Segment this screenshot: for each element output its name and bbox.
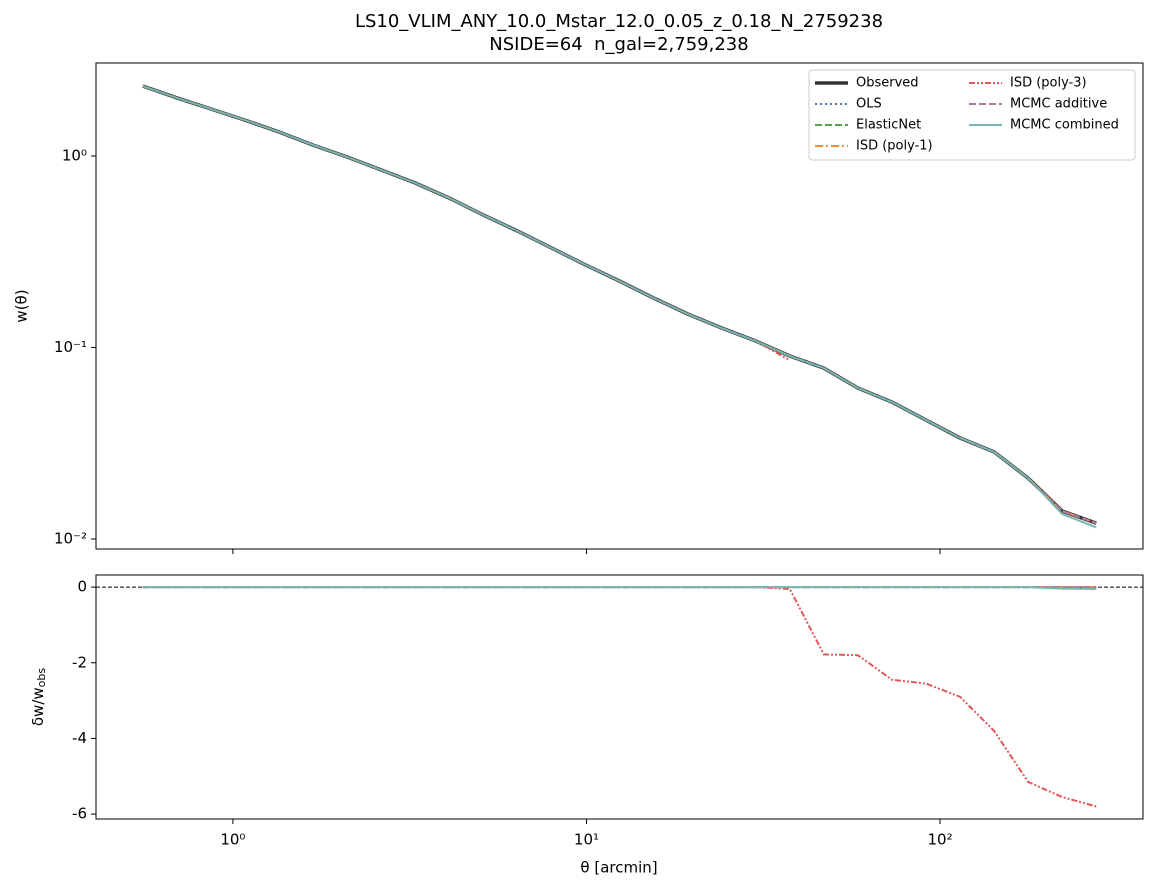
- y-axis-label: δw/wobs: [29, 668, 49, 726]
- x-tick-label: 10¹: [574, 831, 599, 849]
- y-tick-label: -4: [72, 729, 87, 747]
- axes-frame: [95, 62, 1144, 550]
- x-tick-label: 10⁰: [220, 831, 245, 849]
- chart-title: LS10_VLIM_ANY_10.0_Mstar_12.0_0.05_z_0.1…: [355, 11, 883, 32]
- y-tick-label: 0: [77, 578, 87, 596]
- series-line: [142, 85, 791, 362]
- y-tick-label: 10⁰: [62, 147, 87, 165]
- plot-area: [142, 84, 1097, 529]
- series-line: [142, 586, 1097, 590]
- y-tick-label: 10⁻¹: [54, 338, 87, 356]
- plot-area: [96, 586, 1143, 808]
- y-axis-label-sub: obs: [35, 668, 48, 688]
- legend-label: ISD (poly-1): [856, 139, 933, 154]
- y-tick-label: 10⁻²: [54, 530, 87, 548]
- y-axis-label: w(θ): [13, 289, 31, 322]
- legend-label: MCMC combined: [1010, 118, 1119, 133]
- axes-frame: [95, 574, 1144, 820]
- series-line: [142, 85, 1097, 529]
- legend-label: MCMC additive: [1010, 97, 1107, 112]
- y-axis-label-main: δw/w: [29, 687, 47, 726]
- x-tick-label: 10²: [927, 831, 952, 849]
- legend-label: ISD (poly-3): [1010, 76, 1087, 91]
- legend-label: OLS: [856, 97, 882, 112]
- chart-subtitle: NSIDE=64 n_gal=2,759,238: [489, 34, 748, 55]
- legend-label: ElasticNet: [856, 118, 921, 133]
- x-axis-label: θ [arcmin]: [580, 859, 657, 877]
- legend-frame: [808, 69, 1136, 161]
- y-tick-label: -6: [72, 805, 87, 823]
- legend-label: Observed: [856, 76, 919, 91]
- legend: Observed OLS ElasticNet ISD (poly-1) ISD (po…: [808, 69, 1136, 161]
- y-tick-label: -2: [72, 653, 87, 671]
- series-line: [142, 586, 1097, 808]
